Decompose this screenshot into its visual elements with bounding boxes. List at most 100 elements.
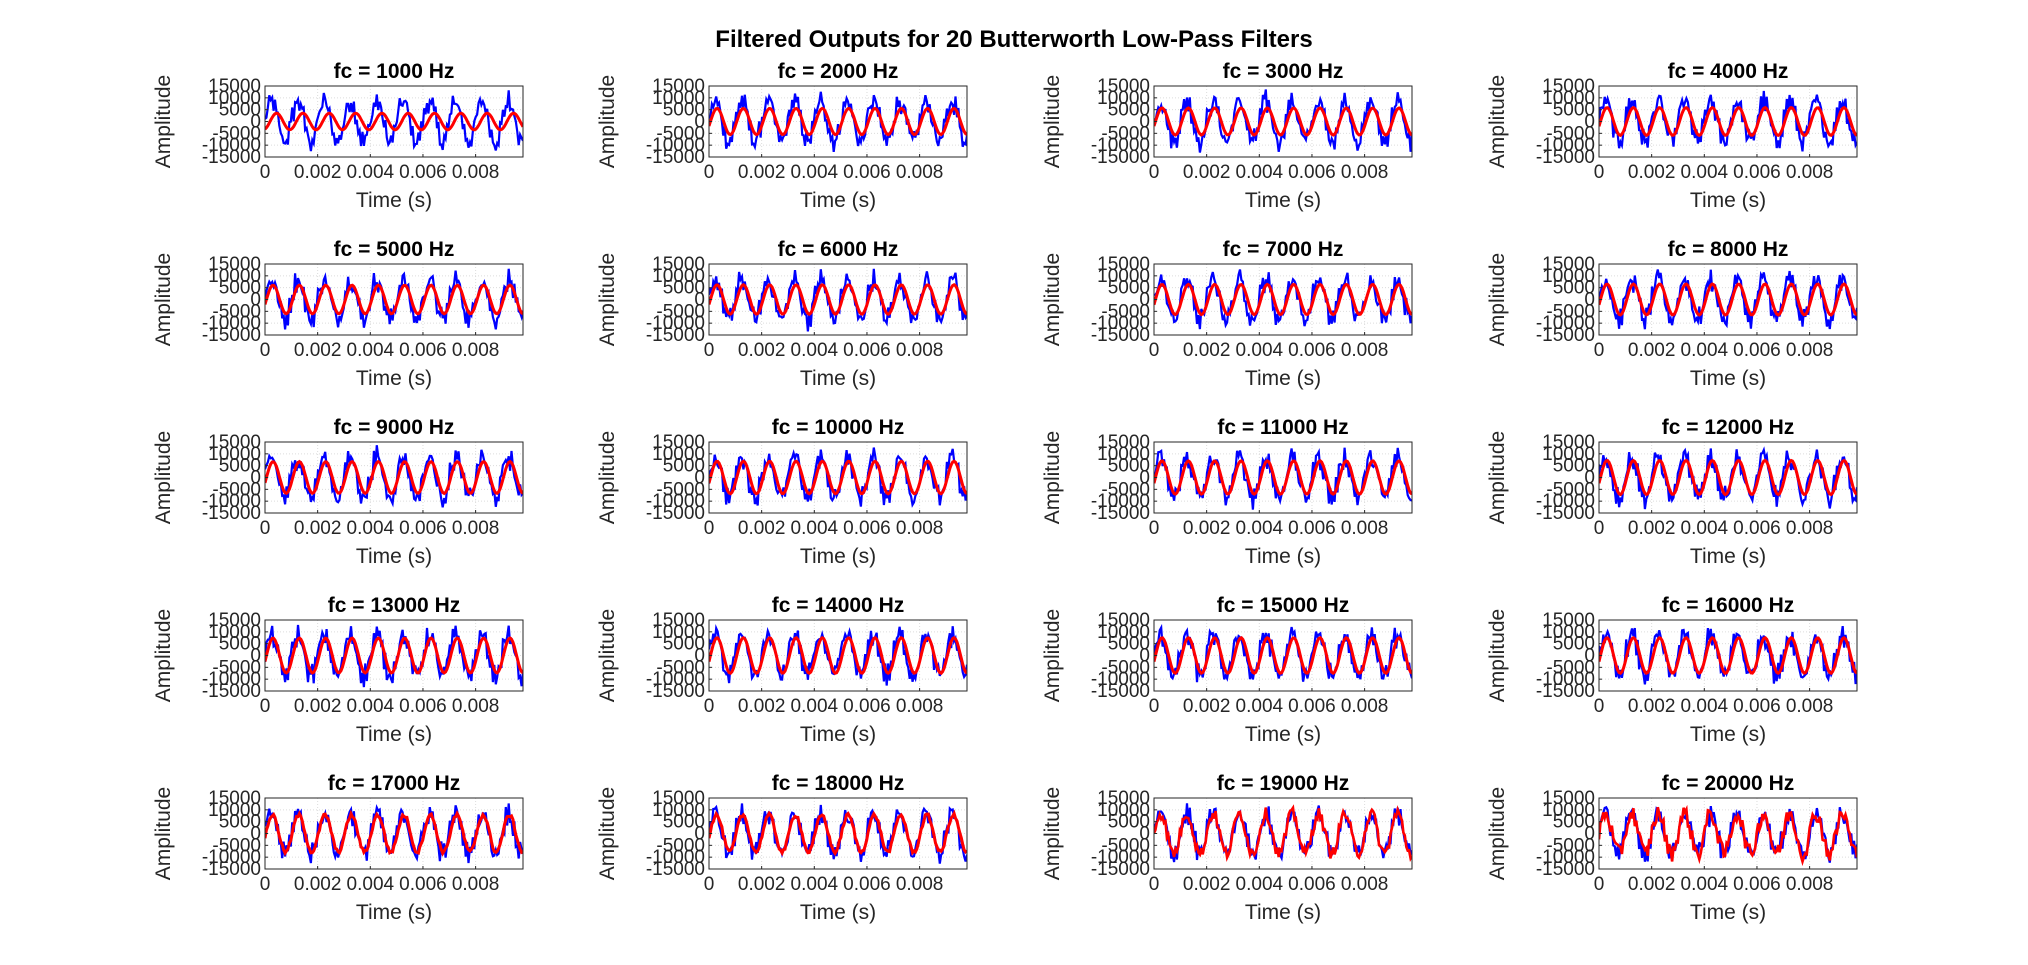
y-tick-label: -15000 bbox=[646, 859, 705, 880]
x-tick-label: 0.008 bbox=[1341, 874, 1389, 895]
y-axis-label: Amplitude bbox=[152, 253, 175, 346]
y-axis-label: Amplitude bbox=[1041, 787, 1064, 880]
y-tick-label: -5000 bbox=[212, 657, 261, 678]
y-tick-label: 10000 bbox=[208, 88, 261, 109]
subplot-title: fc = 9000 Hz bbox=[334, 416, 455, 439]
x-tick-label: 0.004 bbox=[1236, 696, 1284, 717]
y-tick-label: 15000 bbox=[1097, 254, 1150, 275]
x-tick-label: 0.008 bbox=[896, 518, 944, 539]
subplot-1: 0 0.002 0.004 0.006 0.008-15000-10000-500005… bbox=[152, 60, 524, 212]
x-tick-label: 0.006 bbox=[1733, 874, 1781, 895]
x-axis-label: Time (s) bbox=[800, 545, 876, 568]
x-tick-label: 0.002 bbox=[1183, 518, 1231, 539]
x-tick-label: 0.008 bbox=[896, 340, 944, 361]
y-axis-label: Amplitude bbox=[596, 253, 619, 346]
y-tick-label: 0 bbox=[250, 824, 261, 845]
subplot-title: fc = 2000 Hz bbox=[778, 60, 899, 83]
filtered-signal-line bbox=[1154, 106, 1412, 137]
x-tick-label: 0 bbox=[1594, 518, 1605, 539]
y-tick-label: 5000 bbox=[663, 634, 705, 655]
filtered-signal-line bbox=[1599, 458, 1857, 497]
y-tick-label: -15000 bbox=[1536, 859, 1595, 880]
y-tick-label: 5000 bbox=[663, 100, 705, 121]
x-tick-label: 0.004 bbox=[1681, 874, 1729, 895]
x-tick-label: 0.004 bbox=[347, 874, 395, 895]
y-tick-label: 10000 bbox=[208, 444, 261, 465]
y-tick-label: 10000 bbox=[652, 266, 705, 287]
y-tick-label: -10000 bbox=[1536, 847, 1595, 868]
x-tick-label: 0 bbox=[1594, 874, 1605, 895]
x-axis-label: Time (s) bbox=[1690, 723, 1766, 746]
subplot-title: fc = 5000 Hz bbox=[334, 238, 455, 261]
y-tick-label: 5000 bbox=[663, 278, 705, 299]
y-tick-label: -10000 bbox=[202, 669, 261, 690]
y-tick-label: 15000 bbox=[208, 432, 261, 453]
subplot-6: 0 0.002 0.004 0.006 0.008-15000-10000-500005… bbox=[596, 238, 968, 390]
y-tick-label: 0 bbox=[694, 824, 705, 845]
x-tick-label: 0.008 bbox=[452, 518, 500, 539]
y-tick-label: 15000 bbox=[652, 432, 705, 453]
y-tick-label: -10000 bbox=[1536, 491, 1595, 512]
x-tick-label: 0.008 bbox=[896, 874, 944, 895]
subplot-17: 0 0.002 0.004 0.006 0.008-15000-10000-500005… bbox=[152, 772, 524, 924]
y-axis-label: Amplitude bbox=[152, 787, 175, 880]
x-axis-label: Time (s) bbox=[800, 367, 876, 390]
y-tick-label: 15000 bbox=[652, 788, 705, 809]
x-tick-label: 0.002 bbox=[1183, 696, 1231, 717]
x-tick-label: 0 bbox=[1594, 162, 1605, 183]
x-tick-label: 0.004 bbox=[1236, 874, 1284, 895]
y-tick-label: -15000 bbox=[1536, 681, 1595, 702]
x-tick-label: 0 bbox=[260, 874, 271, 895]
x-axis-label: Time (s) bbox=[1690, 189, 1766, 212]
y-tick-label: 10000 bbox=[652, 800, 705, 821]
x-tick-label: 0.008 bbox=[1341, 162, 1389, 183]
x-tick-label: 0.006 bbox=[1288, 696, 1336, 717]
filtered-signal-line bbox=[1599, 635, 1857, 676]
y-tick-label: 10000 bbox=[1097, 88, 1150, 109]
y-tick-label: 5000 bbox=[1553, 634, 1595, 655]
y-tick-label: -10000 bbox=[646, 313, 705, 334]
y-tick-label: -10000 bbox=[202, 847, 261, 868]
x-tick-label: 0 bbox=[704, 874, 715, 895]
figure-title: Filtered Outputs for 20 Butterworth Low-… bbox=[715, 26, 1313, 53]
x-tick-label: 0.006 bbox=[399, 696, 447, 717]
y-tick-label: -5000 bbox=[1101, 835, 1150, 856]
x-tick-label: 0.004 bbox=[791, 696, 839, 717]
y-axis-label: Amplitude bbox=[1486, 787, 1509, 880]
y-tick-label: -5000 bbox=[656, 479, 705, 500]
x-tick-label: 0.008 bbox=[1786, 340, 1834, 361]
x-tick-label: 0.002 bbox=[1628, 162, 1676, 183]
y-tick-label: 0 bbox=[1584, 112, 1595, 133]
y-tick-label: -5000 bbox=[1101, 301, 1150, 322]
x-tick-label: 0 bbox=[1149, 874, 1160, 895]
x-tick-label: 0.006 bbox=[399, 874, 447, 895]
x-tick-label: 0.006 bbox=[1733, 162, 1781, 183]
y-tick-label: -15000 bbox=[646, 503, 705, 524]
y-tick-label: 10000 bbox=[1542, 88, 1595, 109]
x-tick-label: 0.004 bbox=[791, 340, 839, 361]
y-tick-label: 5000 bbox=[219, 100, 261, 121]
x-tick-label: 0.008 bbox=[1341, 696, 1389, 717]
y-axis-label: Amplitude bbox=[596, 75, 619, 168]
y-tick-label: -15000 bbox=[1091, 859, 1150, 880]
y-tick-label: 10000 bbox=[1097, 444, 1150, 465]
x-tick-label: 0.002 bbox=[1628, 696, 1676, 717]
y-tick-label: 0 bbox=[1139, 468, 1150, 489]
subplot-title: fc = 12000 Hz bbox=[1662, 416, 1795, 439]
y-tick-label: 0 bbox=[1584, 468, 1595, 489]
y-tick-label: 15000 bbox=[208, 610, 261, 631]
y-tick-label: -15000 bbox=[202, 503, 261, 524]
x-tick-label: 0.004 bbox=[1236, 518, 1284, 539]
subplot-15: 0 0.002 0.004 0.006 0.008-15000-10000-500005… bbox=[1041, 594, 1413, 746]
y-tick-label: 0 bbox=[1584, 824, 1595, 845]
y-tick-label: -10000 bbox=[1091, 135, 1150, 156]
y-tick-label: -10000 bbox=[646, 847, 705, 868]
y-tick-label: 15000 bbox=[652, 76, 705, 97]
filtered-signal-line bbox=[1599, 105, 1857, 138]
x-tick-label: 0.006 bbox=[399, 340, 447, 361]
y-tick-label: -5000 bbox=[656, 301, 705, 322]
x-tick-label: 0 bbox=[704, 518, 715, 539]
x-axis-label: Time (s) bbox=[1245, 723, 1321, 746]
subplot-9: 0 0.002 0.004 0.006 0.008-15000-10000-500005… bbox=[152, 416, 524, 568]
